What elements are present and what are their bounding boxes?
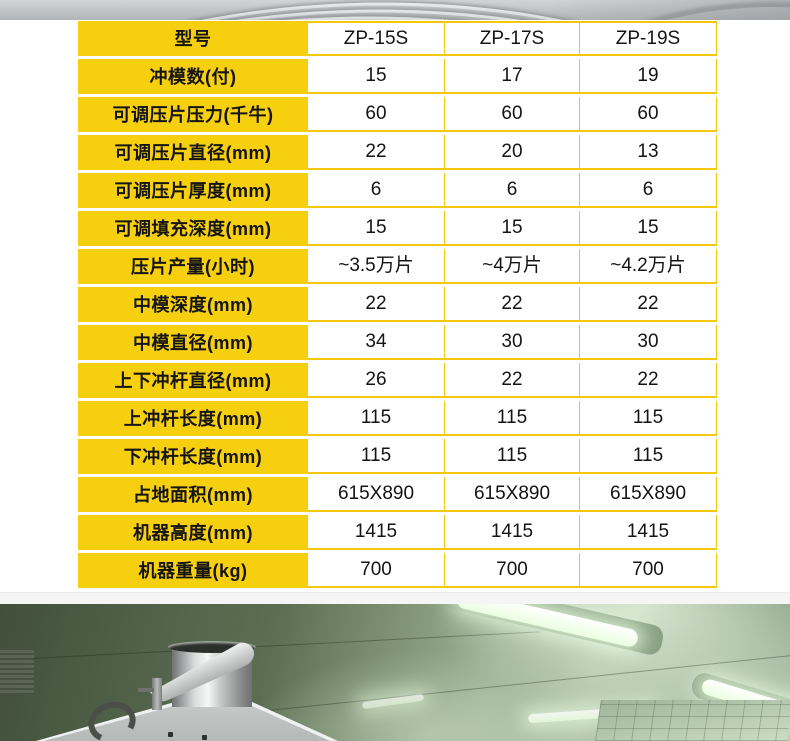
machine-bolt bbox=[168, 732, 173, 737]
machine-valve bbox=[152, 678, 162, 710]
model-name: ZP-17S bbox=[445, 21, 580, 56]
spec-row-label: 可调压片厚度(mm) bbox=[78, 173, 308, 208]
spec-value: 1415 bbox=[308, 515, 445, 550]
spec-value: ~4万片 bbox=[445, 249, 580, 284]
spec-value: 115 bbox=[580, 401, 717, 436]
spec-row-label: 可调压片压力(千牛) bbox=[78, 97, 308, 132]
spec-value: 1415 bbox=[580, 515, 717, 550]
spec-value: 17 bbox=[445, 59, 580, 94]
spec-value: 13 bbox=[580, 135, 717, 170]
spec-value: 115 bbox=[308, 439, 445, 474]
spec-value: ~4.2万片 bbox=[580, 249, 717, 284]
spec-row-label: 压片产量(小时) bbox=[78, 249, 308, 284]
spec-value: 22 bbox=[308, 135, 445, 170]
spec-value: 6 bbox=[445, 173, 580, 208]
spec-value: 60 bbox=[308, 97, 445, 132]
spec-value: 115 bbox=[580, 439, 717, 474]
spec-value: 615X890 bbox=[580, 477, 717, 512]
spec-value: ~3.5万片 bbox=[308, 249, 445, 284]
machine-valve-pin bbox=[138, 688, 154, 692]
spec-value: 115 bbox=[308, 401, 445, 436]
spec-value: 30 bbox=[445, 325, 580, 360]
machine-bolt bbox=[202, 735, 207, 740]
wall-seam bbox=[0, 631, 540, 662]
spec-value: 19 bbox=[580, 59, 717, 94]
spec-row-label: 可调填充深度(mm) bbox=[78, 211, 308, 246]
spec-value: 20 bbox=[445, 135, 580, 170]
spec-value: 15 bbox=[308, 59, 445, 94]
spec-row-label: 中模深度(mm) bbox=[78, 287, 308, 322]
spec-value: 615X890 bbox=[308, 477, 445, 512]
spec-value: 6 bbox=[308, 173, 445, 208]
spec-value: 15 bbox=[308, 211, 445, 246]
spec-value: 60 bbox=[445, 97, 580, 132]
spec-value: 700 bbox=[308, 553, 445, 588]
spec-value: 22 bbox=[580, 363, 717, 398]
spec-header-label: 型号 bbox=[78, 21, 308, 56]
cleanroom-photo bbox=[0, 604, 790, 741]
spec-value: 700 bbox=[580, 553, 717, 588]
spec-row-label: 占地面积(mm) bbox=[78, 477, 308, 512]
spec-value: 22 bbox=[308, 287, 445, 322]
spec-row-label: 中模直径(mm) bbox=[78, 325, 308, 360]
spec-row-label: 机器高度(mm) bbox=[78, 515, 308, 550]
spec-value: 22 bbox=[580, 287, 717, 322]
spec-value: 115 bbox=[445, 439, 580, 474]
spec-value: 60 bbox=[580, 97, 717, 132]
spec-row-label: 冲模数(付) bbox=[78, 59, 308, 94]
spec-value: 22 bbox=[445, 363, 580, 398]
spec-table: 型号 ZP-15S ZP-17S ZP-19S 冲模数(付) 15 17 19 可调压片压力(千… bbox=[78, 21, 717, 588]
spec-value: 22 bbox=[445, 287, 580, 322]
spec-value: 1415 bbox=[445, 515, 580, 550]
spec-value: 700 bbox=[445, 553, 580, 588]
spec-value: 15 bbox=[580, 211, 717, 246]
spec-row-label: 上冲杆长度(mm) bbox=[78, 401, 308, 436]
spec-value: 30 bbox=[580, 325, 717, 360]
spec-value: 15 bbox=[445, 211, 580, 246]
spec-value: 6 bbox=[580, 173, 717, 208]
spec-value: 615X890 bbox=[445, 477, 580, 512]
ceiling-panel-grid bbox=[595, 700, 790, 741]
spec-row-label: 可调压片直径(mm) bbox=[78, 135, 308, 170]
divider-band bbox=[0, 592, 790, 605]
spec-value: 115 bbox=[445, 401, 580, 436]
spec-value: 26 bbox=[308, 363, 445, 398]
spec-row-label: 上下冲杆直径(mm) bbox=[78, 363, 308, 398]
spec-row-label: 下冲杆长度(mm) bbox=[78, 439, 308, 474]
top-machine-photo-strip bbox=[0, 0, 790, 20]
air-vent-grille bbox=[0, 648, 34, 694]
model-name: ZP-15S bbox=[308, 21, 445, 56]
spec-row-label: 机器重量(kg) bbox=[78, 553, 308, 588]
model-name: ZP-19S bbox=[580, 21, 717, 56]
fluorescent-tube bbox=[455, 604, 640, 649]
strip-shadow bbox=[550, 0, 790, 20]
spec-value: 34 bbox=[308, 325, 445, 360]
